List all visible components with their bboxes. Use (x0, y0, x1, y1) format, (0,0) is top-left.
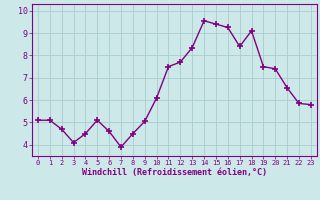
X-axis label: Windchill (Refroidissement éolien,°C): Windchill (Refroidissement éolien,°C) (82, 168, 267, 177)
